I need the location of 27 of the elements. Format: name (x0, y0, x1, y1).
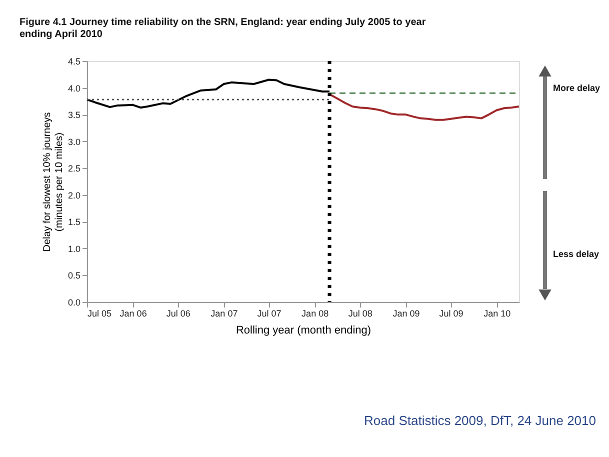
y-tick-label: 2.5 (68, 164, 80, 174)
x-tick-label: Jan 10 (484, 308, 511, 318)
y-tick-label: 1.5 (68, 217, 80, 228)
x-tick-label: Jul 08 (348, 308, 372, 318)
x-tick-label: Jan 09 (392, 308, 420, 318)
chart-title: Figure 4.1 Journey time reliability on the SRN, England: year ending July 2005 to year ending April 2010 (19, 17, 426, 40)
y-tick-label: 0.5 (68, 270, 80, 281)
y-tick-label: 1.0 (68, 244, 80, 254)
x-tick-label: Jul 07 (257, 308, 282, 318)
text: Road Statistics 2009, DfT, 24 June 2010 (364, 413, 596, 428)
line-series (328, 93, 520, 121)
x-tick-label: Jan 06 (120, 308, 147, 318)
x-tick-label: Jul 06 (166, 308, 190, 318)
x-tick-label: Jan 07 (210, 308, 238, 318)
text: More delay (553, 83, 600, 93)
x-axis-title: Rolling year (month ending) (236, 324, 372, 336)
y-tick-label: 4.0 (68, 83, 80, 94)
x-tick-label: Jul 09 (439, 308, 464, 318)
x-tick-label: Jan 08 (302, 308, 329, 318)
y-tick-label: 3.5 (68, 110, 80, 120)
x-tick-label: Jul 05 (88, 308, 112, 318)
y-tick-label: 2.0 (68, 190, 80, 200)
text: Less delay (553, 249, 600, 259)
y-tick-label: 0.0 (68, 298, 80, 308)
y-tick-label: 4.5 (68, 56, 80, 66)
y-axis-title: Delay for slowest 10% journeys (minutes per 10 miles) (42, 112, 65, 252)
y-tick-label: 3.0 (68, 136, 80, 147)
